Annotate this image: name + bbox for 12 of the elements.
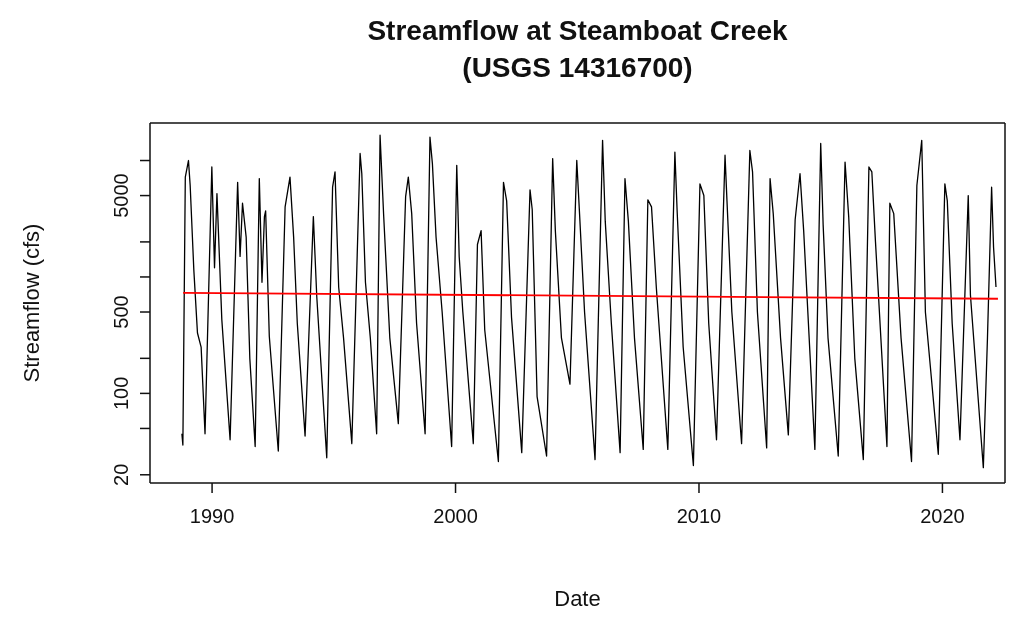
x-tick-label: 2020 <box>920 505 965 527</box>
x-tick-label: 2010 <box>676 505 722 527</box>
y-tick-label: 100 <box>110 376 132 411</box>
x-tick-label: 2000 <box>433 505 478 527</box>
x-axis-title: Date <box>553 586 602 612</box>
y-tick-label: 500 <box>110 295 132 329</box>
x-tick-label: 1990 <box>189 505 235 527</box>
line-series <box>181 134 997 469</box>
y-tick-label: 20 <box>110 463 132 486</box>
y-tick-label: 5000 <box>110 173 132 218</box>
y-axis-title: Streamflow (cfs) <box>19 223 45 383</box>
chart-title: Streamflow at Steamboat Creek (USGS 14316700) <box>366 14 789 85</box>
